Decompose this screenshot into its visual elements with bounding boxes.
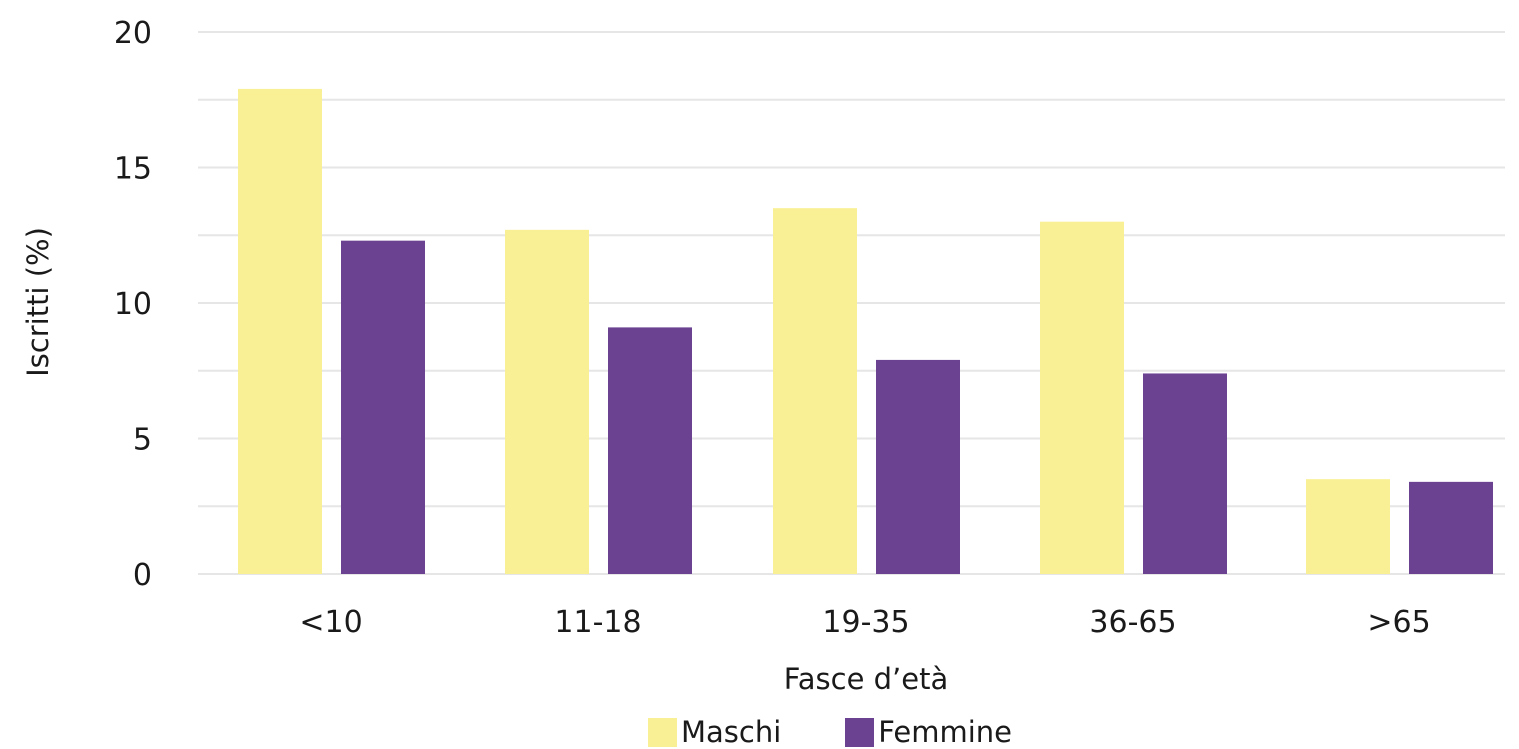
x-tick-label: 36-65 (1089, 605, 1176, 640)
legend-swatch-maschi (648, 717, 677, 747)
legend-label-femmine: Femmine (878, 715, 1013, 749)
legend: Maschi Femmine (648, 716, 1012, 748)
x-tick-label: >65 (1367, 605, 1430, 640)
bar-femmine-2 (876, 359, 960, 574)
legend-item-femmine: Femmine (845, 716, 1012, 748)
y-tick-label: 15 (114, 152, 152, 187)
legend-label-maschi: Maschi (681, 715, 782, 749)
bar-maschi-4 (1306, 479, 1390, 574)
bar-femmine-4 (1409, 481, 1493, 574)
bar-femmine-1 (608, 327, 692, 574)
x-tick-label: 19-35 (822, 605, 909, 640)
y-tick-label: 5 (133, 423, 152, 458)
bar-maschi-3 (1040, 221, 1124, 574)
bar-maschi-1 (505, 229, 589, 574)
y-tick-label: 20 (114, 16, 152, 51)
bar-femmine-3 (1143, 373, 1227, 574)
y-tick-labels: 0 5 10 15 20 (114, 16, 152, 593)
x-tick-label: <10 (299, 605, 362, 640)
x-tick-labels: <10 11-18 19-35 36-65 >65 (299, 605, 1430, 640)
bar-maschi-2 (773, 208, 857, 574)
legend-item-maschi: Maschi (648, 716, 781, 748)
x-axis-title: Fasce d’età (784, 662, 949, 696)
y-axis-title: Iscritti (%) (21, 227, 55, 377)
y-tick-label: 10 (114, 287, 152, 322)
bar-maschi-0 (238, 88, 322, 574)
y-tick-label: 0 (133, 558, 152, 593)
x-tick-label: 11-18 (554, 605, 641, 640)
legend-swatch-femmine (845, 717, 875, 747)
bar-femmine-0 (341, 240, 425, 575)
bars (238, 88, 1493, 575)
